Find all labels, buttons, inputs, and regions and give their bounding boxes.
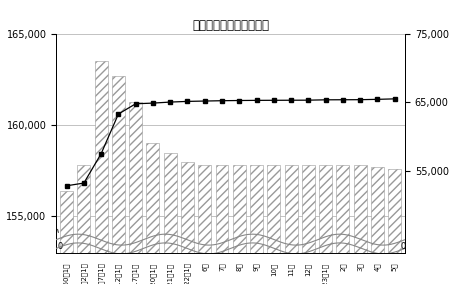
Bar — [77, 165, 90, 284]
Text: 0: 0 — [58, 242, 63, 250]
Bar — [319, 165, 332, 284]
Bar — [302, 165, 315, 284]
Bar — [371, 167, 384, 284]
Bar — [129, 101, 142, 284]
Bar — [146, 143, 159, 284]
Bar — [216, 165, 229, 284]
Bar — [336, 165, 349, 284]
Bar — [94, 61, 108, 284]
Bar — [112, 76, 125, 284]
Bar — [354, 165, 367, 284]
Bar — [284, 165, 297, 284]
Bar — [164, 153, 177, 284]
Text: 0: 0 — [400, 242, 406, 250]
Bar — [181, 162, 194, 284]
Bar — [250, 165, 263, 284]
Bar — [60, 191, 73, 284]
Title: 总人口と総世帯数の推移: 总人口と総世帯数の推移 — [192, 18, 269, 32]
Bar — [198, 165, 211, 284]
Bar — [388, 169, 401, 284]
Bar — [267, 165, 280, 284]
Bar — [233, 165, 246, 284]
